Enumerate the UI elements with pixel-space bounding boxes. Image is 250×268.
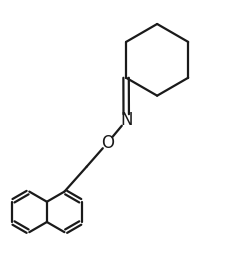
Text: N: N [120,111,132,129]
Text: O: O [101,134,114,152]
